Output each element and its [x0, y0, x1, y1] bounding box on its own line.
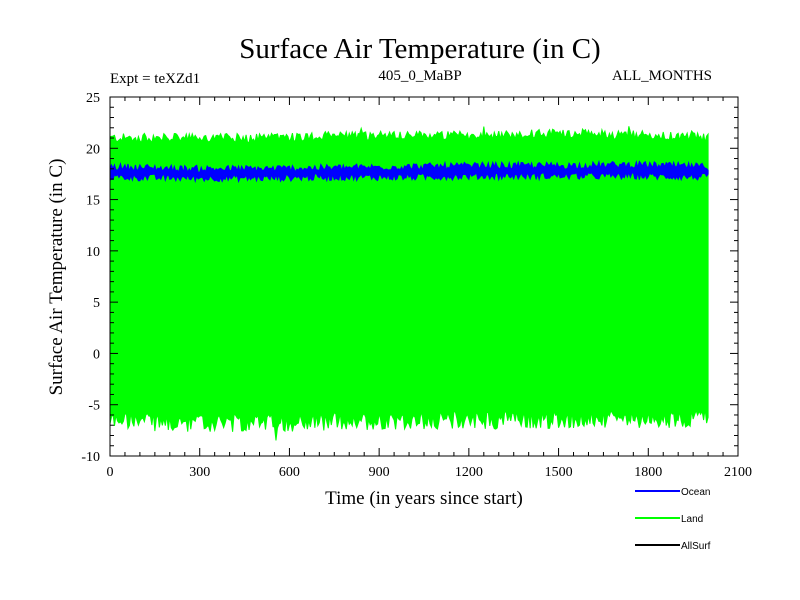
- y-tick-label: 20: [86, 142, 100, 157]
- y-tick-label: 10: [86, 245, 100, 260]
- subtitle-right: ALL_MONTHS: [612, 68, 712, 84]
- legend-label-ocean: Ocean: [681, 487, 710, 498]
- x-tick-label: 0: [107, 465, 114, 480]
- subtitle-center: 405_0_MaBP: [378, 68, 461, 84]
- x-tick-label: 300: [189, 465, 210, 480]
- series-ocean: [110, 159, 709, 184]
- chart-title: Surface Air Temperature (in C): [239, 33, 600, 65]
- plot-area: 0 300 600 900 1200 1500 1800 2100 -10 -5 0 5 10 15 20 2…: [81, 91, 752, 480]
- legend-label-land: Land: [681, 514, 703, 525]
- y-tick-label: 15: [86, 194, 100, 209]
- legend: Ocean Land AllSurf: [635, 487, 711, 552]
- x-tick-label: 1500: [545, 465, 573, 480]
- ticks-layer: 0 300 600 900 1200 1500 1800 2100 -10 -5 0 5 10 15 20 2…: [81, 91, 752, 480]
- y-tick-label: 5: [93, 296, 100, 311]
- x-tick-label: 600: [279, 465, 300, 480]
- x-tick-label: 1200: [455, 465, 483, 480]
- x-tick-label: 900: [369, 465, 390, 480]
- y-tick-label: 0: [93, 347, 100, 362]
- y-tick-label: 25: [86, 91, 100, 106]
- series-layer: [110, 126, 709, 441]
- y-tick-label: -5: [88, 399, 100, 414]
- legend-label-allsurf: AllSurf: [681, 541, 711, 552]
- x-tick-label: 1800: [634, 465, 662, 480]
- x-axis-label: Time (in years since start): [325, 488, 523, 509]
- series-land: [110, 126, 709, 441]
- x-tick-label: 2100: [724, 465, 752, 480]
- subtitle-left: Expt = teXZd1: [110, 71, 200, 87]
- y-tick-label: -10: [81, 450, 100, 465]
- y-axis-label: Surface Air Temperature (in C): [46, 159, 67, 396]
